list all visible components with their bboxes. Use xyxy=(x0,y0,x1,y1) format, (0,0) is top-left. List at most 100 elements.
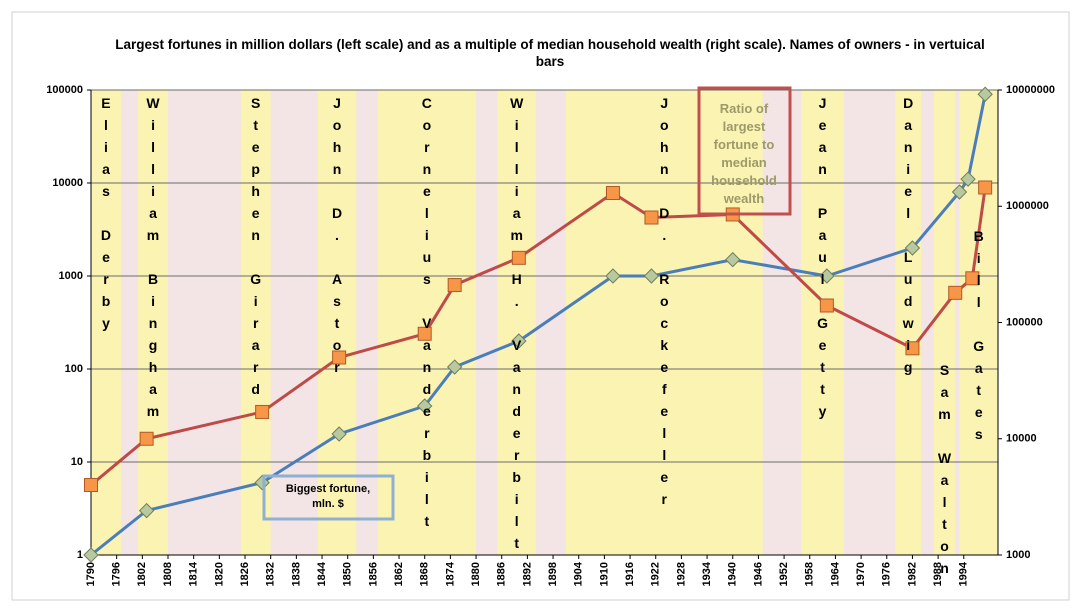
x-tick-label: 1940 xyxy=(727,562,739,586)
x-tick-label: 1880 xyxy=(470,562,482,586)
y-tick-label: 1 xyxy=(77,549,83,561)
owner-name: Stephen Girard xyxy=(247,95,264,403)
diamond-marker xyxy=(951,184,968,200)
y-tick-label: 100000 xyxy=(46,84,83,96)
y-tick-label: 1000 xyxy=(59,270,83,282)
owner-band xyxy=(959,90,998,555)
x-tick-label: 1820 xyxy=(213,562,225,586)
x-tick-label: 1910 xyxy=(598,562,610,586)
x-tick-label: 1922 xyxy=(650,562,662,586)
owner-band xyxy=(565,90,763,555)
square-marker xyxy=(84,478,98,493)
x-tick-label: 1832 xyxy=(265,562,277,586)
owner-band xyxy=(138,90,169,555)
legend-label: Biggest fortune, mln. $ xyxy=(285,483,371,510)
x-tick-label: 1928 xyxy=(675,562,687,586)
y2-tick-label: 1000000 xyxy=(1006,200,1049,212)
x-tick-label: 1970 xyxy=(855,562,867,586)
diamond-marker xyxy=(446,359,463,375)
y2-tick-label: 10000000 xyxy=(1006,84,1055,96)
diamond-marker xyxy=(605,268,621,284)
square-marker xyxy=(948,285,963,300)
owner-band xyxy=(497,90,536,555)
diamond-marker xyxy=(417,398,433,414)
owner-band xyxy=(91,90,121,555)
x-tick-label: 1826 xyxy=(239,562,251,586)
owner-name: Sam Walton xyxy=(936,362,953,582)
x-tick-label: 1976 xyxy=(881,562,893,586)
diamond-marker xyxy=(254,474,270,491)
x-tick-label: 1844 xyxy=(316,561,328,586)
y2-tick-label: 10000 xyxy=(1006,433,1037,445)
y2-tick-label: 1000 xyxy=(1006,549,1030,561)
x-tick-label: 1952 xyxy=(778,562,790,586)
y-tick-label: 100 xyxy=(65,363,83,375)
x-tick-label: 1850 xyxy=(342,562,354,586)
x-tick-label: 1958 xyxy=(804,562,816,586)
owner-band xyxy=(933,90,956,555)
owner-band xyxy=(801,90,844,555)
square-marker xyxy=(255,404,270,419)
x-tick-label: 1856 xyxy=(367,562,379,586)
legend-box xyxy=(697,86,792,216)
x-tick-label: 1886 xyxy=(496,562,508,586)
x-tick-label: 1868 xyxy=(419,562,431,586)
square-marker xyxy=(447,278,462,293)
owner-band xyxy=(895,90,921,555)
square-marker xyxy=(978,180,993,195)
diamond-marker xyxy=(960,171,976,187)
x-tick-label: 1790 xyxy=(85,562,97,586)
x-tick-label: 1862 xyxy=(393,562,405,586)
x-tick-label: 1904 xyxy=(573,561,585,586)
square-marker xyxy=(511,250,526,265)
legend-box xyxy=(262,474,395,521)
x-tick-label: 1946 xyxy=(752,562,764,586)
diamond-marker xyxy=(643,268,660,284)
diamond-marker xyxy=(904,240,921,256)
owner-name: Daniel Ludwig xyxy=(900,95,917,381)
x-tick-label: 1874 xyxy=(444,561,456,586)
diamond-marker xyxy=(511,333,527,349)
square-marker xyxy=(905,341,920,356)
square-marker xyxy=(605,186,620,201)
owner-name: Cornelius Vanderbilt xyxy=(418,95,435,535)
owner-name: Bill Gates xyxy=(970,228,987,448)
square-marker xyxy=(417,326,432,341)
diamond-marker xyxy=(83,547,99,563)
square-marker xyxy=(819,298,834,313)
square-marker xyxy=(965,271,980,286)
x-tick-label: 1796 xyxy=(111,562,123,586)
x-tick-label: 1802 xyxy=(136,562,148,586)
square-marker xyxy=(332,350,347,365)
diamond-marker xyxy=(138,502,155,519)
owner-name: John D. Astor xyxy=(329,95,345,381)
x-tick-label: 1838 xyxy=(290,562,302,586)
x-tick-label: 1994 xyxy=(958,561,970,586)
diamond-marker xyxy=(331,426,347,442)
square-marker xyxy=(644,210,659,225)
diamond-marker xyxy=(819,268,835,284)
chart-title: Largest fortunes in million dollars (lef… xyxy=(115,37,985,69)
owner-name: Elias Derby xyxy=(97,95,114,337)
owner-name: William Bingham xyxy=(145,95,162,425)
square-marker xyxy=(139,431,154,446)
diamond-marker xyxy=(977,86,993,102)
x-tick-label: 1808 xyxy=(162,562,174,586)
y-tick-label: 10 xyxy=(71,456,83,468)
y-tick-label: 10000 xyxy=(52,177,83,189)
x-tick-label: 1898 xyxy=(547,562,559,586)
owner-name: John D. Rockefeller xyxy=(656,95,673,513)
legend-label: Ratio of largest fortune to median house… xyxy=(711,101,777,206)
x-tick-label: 1916 xyxy=(624,562,636,586)
x-tick-label: 1814 xyxy=(188,561,200,586)
diamond-marker xyxy=(725,251,741,268)
x-tick-label: 1988 xyxy=(932,562,944,586)
x-tick-label: 1964 xyxy=(829,561,841,586)
x-tick-label: 1934 xyxy=(701,561,713,586)
x-tick-label: 1982 xyxy=(906,562,918,586)
y2-tick-label: 100000 xyxy=(1006,316,1043,328)
owner-name: Jean Paul Getty xyxy=(814,95,831,425)
owner-name: William H. Vanderbilt xyxy=(508,95,525,557)
